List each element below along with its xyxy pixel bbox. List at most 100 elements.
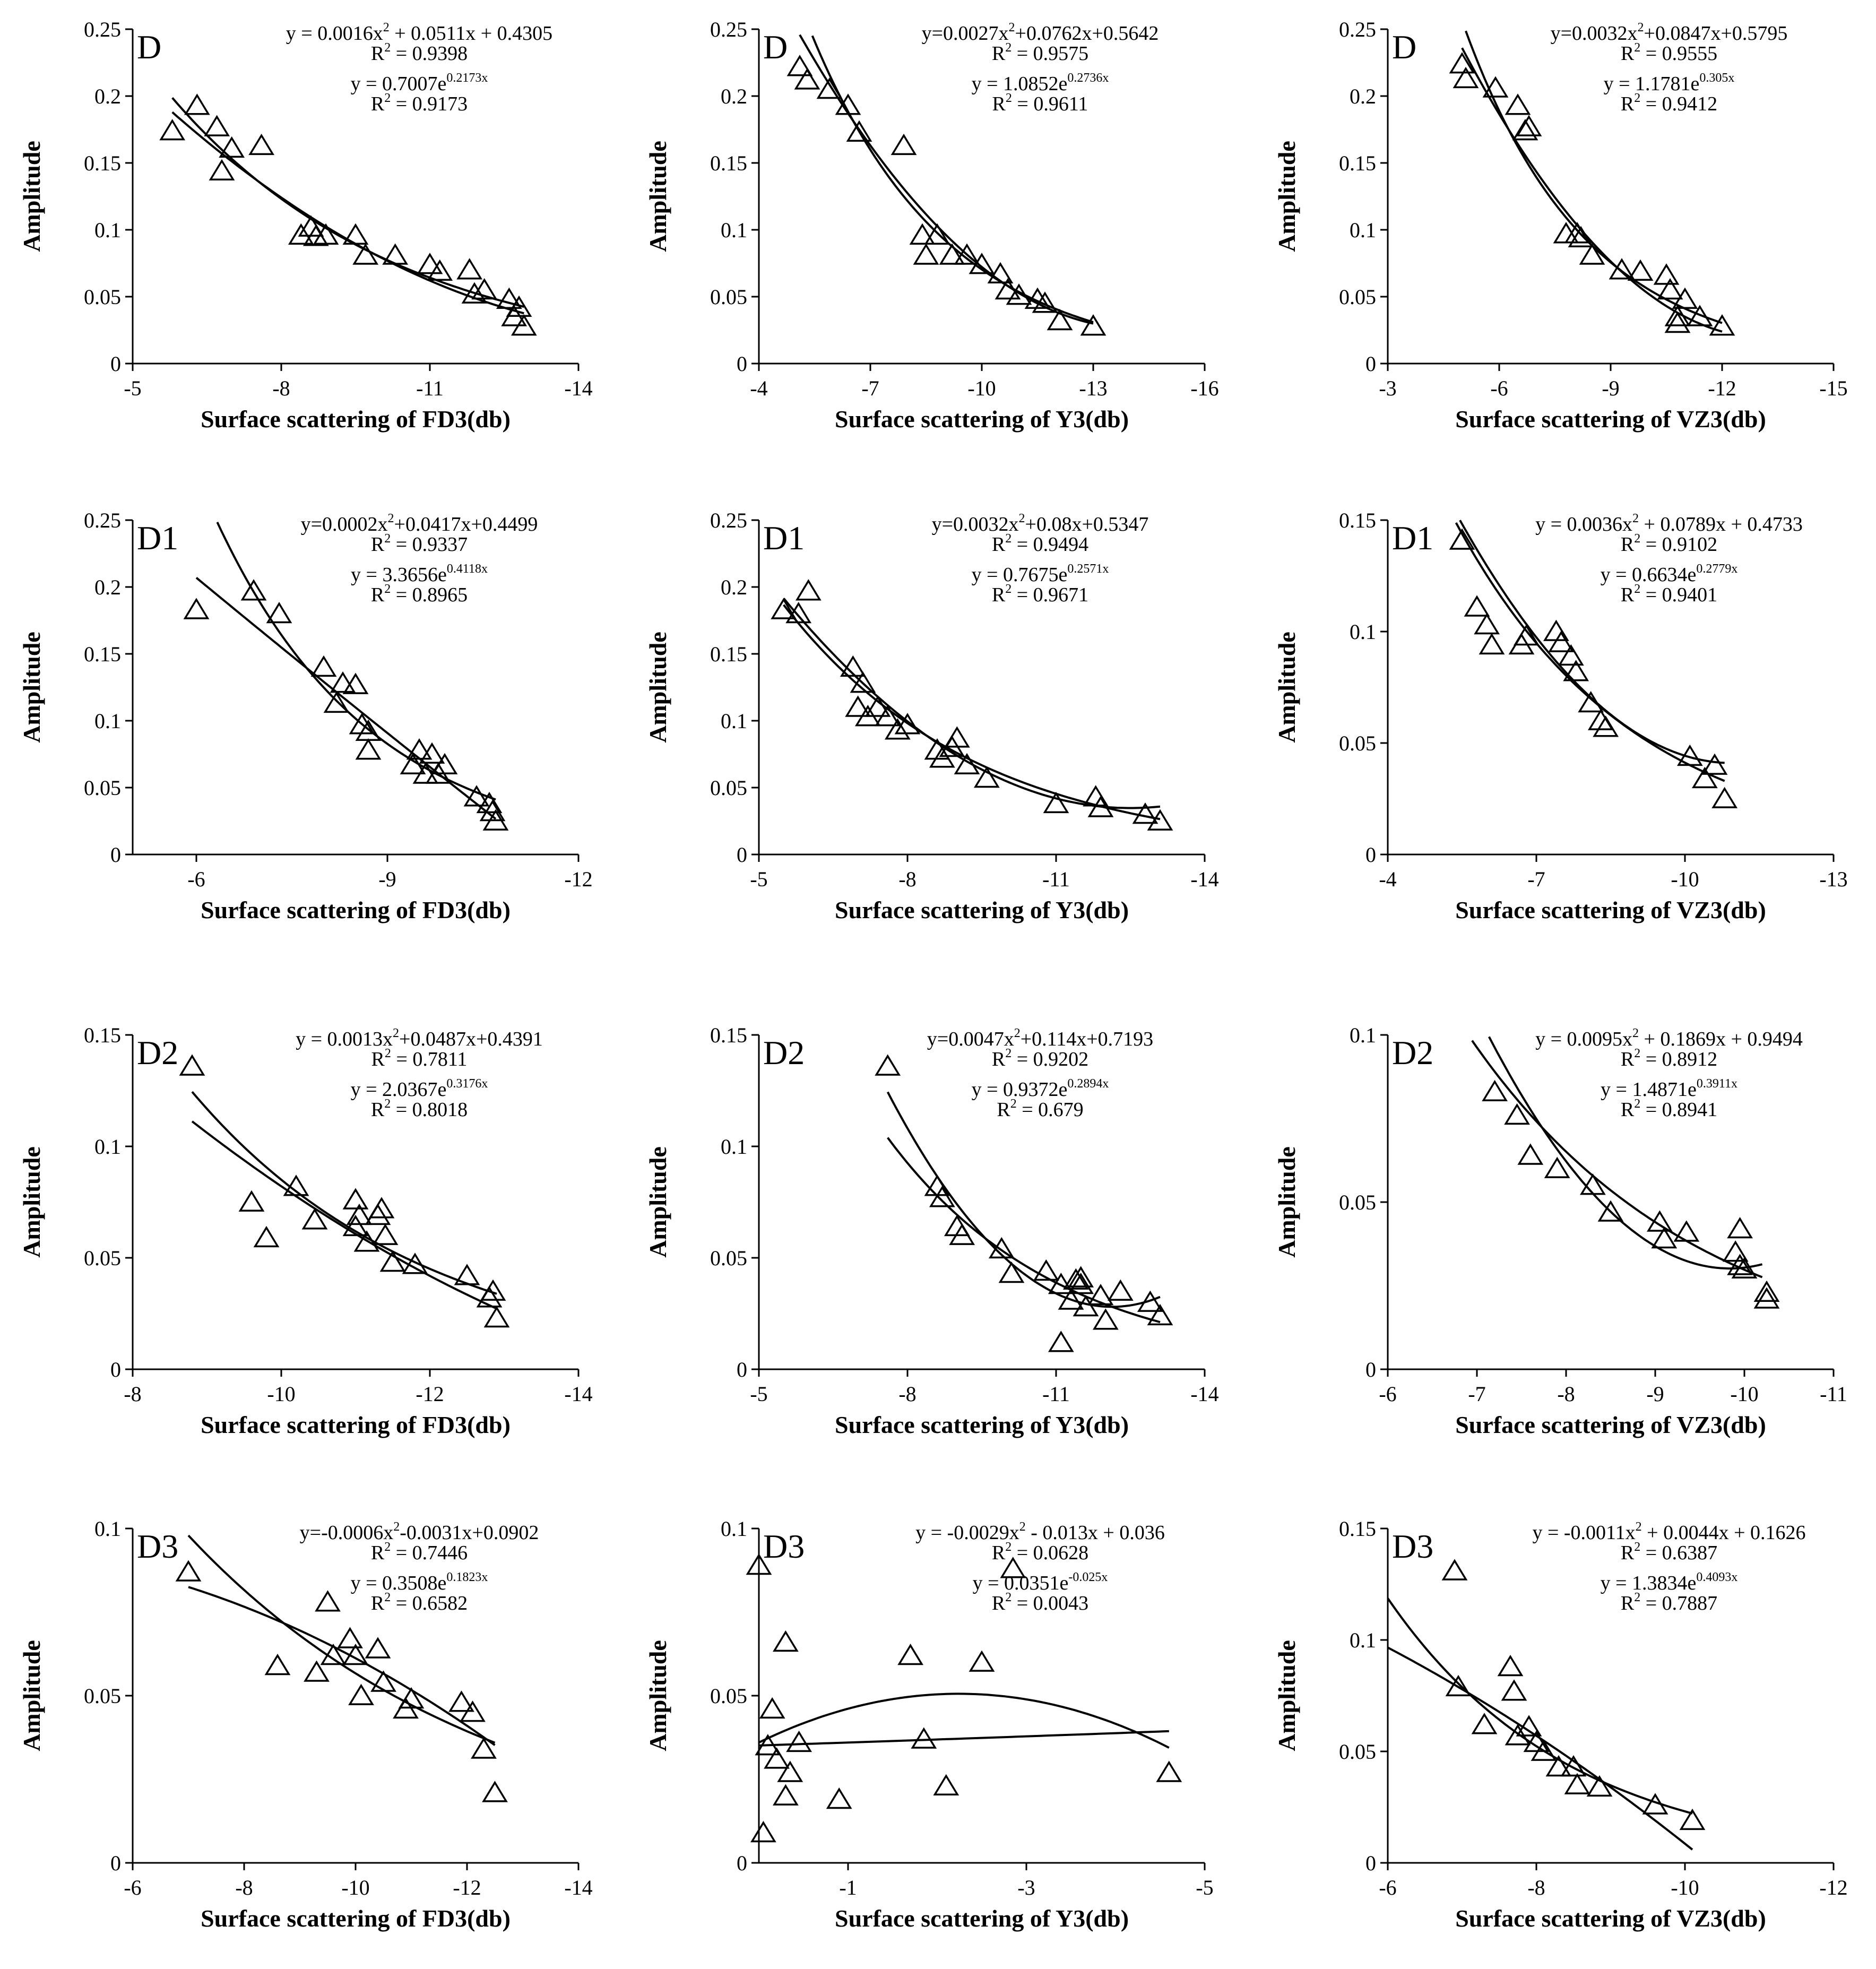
equation-text: R [1621,93,1635,115]
y-axis-label: Amplitude [1273,1640,1300,1751]
equation-text: + 0.1869x + 0.9494 [1639,1028,1803,1050]
equation-text: y = -0.0011x [1532,1522,1635,1544]
data-point [482,1781,508,1802]
panel-2: 0 0.05 0.1 0.15 0.2 0.25 -4 -7 -10 -13 -16 Surface … [644,18,1219,433]
fit-equation: y = 1.3834e0.4093x [1601,1570,1738,1594]
data-point [1711,787,1738,808]
equation-text: +0.0847x+0.5795 [1644,22,1788,45]
data-point [248,133,275,156]
data-point [1727,1217,1753,1239]
data-point [1147,809,1173,831]
x-axis-label: Surface scattering of VZ3(db) [1455,1905,1766,1932]
data-point [463,785,490,807]
data-point [1497,1655,1524,1677]
data-point [998,1262,1025,1283]
data-point [929,746,955,768]
equation-text: = 0.8018 [391,1099,468,1121]
data-point [1593,715,1619,737]
equation-text: R [371,1099,385,1121]
x-tick-label: -12 [416,1382,444,1406]
equation-superscript: 2 [384,582,391,596]
equation-superscript: 2 [393,1520,400,1534]
y-tick-label: 0.2 [94,575,121,599]
fit-equation: R2 = 0.7446 [371,1540,468,1564]
equation-text: = 0.6387 [1640,1542,1717,1564]
fit-equation: y=-0.0006x2-0.0031x+0.0902 [300,1520,539,1544]
panel-label: D3 [137,1527,178,1565]
x-tick-label: -3 [1379,376,1396,400]
fit-equation: R2 = 0.679 [997,1097,1083,1121]
data-point [427,259,453,281]
data-point [1516,115,1542,136]
equation-text: y = 0.9372e [972,1078,1068,1101]
fit-equation: R2 = 0.9337 [371,532,468,556]
equation-superscript: 0.2736x [1067,71,1109,85]
fit-equation: y = 0.3508e0.1823x [351,1570,488,1594]
data-point [1471,1713,1498,1734]
x-axis-label: Surface scattering of VZ3(db) [1455,896,1766,923]
equation-superscript: 2 [1005,1047,1012,1060]
data-point [987,262,1014,284]
equation-superscript: 0.1823x [446,1570,488,1584]
y-axis-label: Amplitude [644,141,671,252]
equation-text: R [992,1542,1006,1564]
data-point [826,1787,852,1809]
equation-superscript: 2 [1632,1026,1639,1040]
exponential-fit-curve [887,1137,1161,1324]
fit-equation: y = -0.0011x2 + 0.0044x + 0.1626 [1532,1520,1805,1544]
equation-superscript: 2 [1634,1540,1640,1554]
fit-equation: y=0.0032x2+0.0847x+0.5795 [1551,21,1788,45]
y-tick-label: 0 [1365,352,1376,376]
equation-text: = 0.0628 [1012,1542,1088,1564]
equation-superscript: -0.025x [1068,1570,1108,1584]
equation-text: R [1621,1099,1635,1121]
equation-text: y = 0.3508e [351,1572,447,1594]
y-tick-label: 0.15 [1339,508,1376,532]
exponential-fit-curve [216,522,496,801]
data-point [337,1627,363,1648]
polynomial-fit-curve [886,1091,1161,1308]
fit-equation: R2 = 0.9173 [371,91,468,115]
data-point [794,68,820,90]
data-point [1482,76,1509,98]
equation-text: = 0.7811 [391,1048,468,1070]
equation-text: = 0.9337 [391,533,468,556]
equation-superscript: 2 [384,41,391,55]
data-point [969,253,995,274]
x-axis-label: Surface scattering of VZ3(db) [1455,1411,1766,1438]
equation-superscript: 2 [1014,1026,1021,1040]
data-point [310,655,337,677]
data-point [1068,1273,1094,1294]
y-tick-label: 0.2 [94,84,121,108]
y-tick-label: 0.25 [84,18,121,41]
x-tick-label: -10 [967,376,996,400]
data-point [302,224,329,246]
data-point [1043,791,1069,814]
y-axis-label: Amplitude [18,632,45,743]
equation-superscript: 2 [384,1097,391,1111]
panel-3: 0 0.05 0.1 0.15 0.2 0.25 -3 -6 -9 -12 -15 Surface s… [1273,18,1848,433]
fit-equation: R2 = 0.0628 [992,1540,1088,1564]
panel-label: D1 [137,519,178,557]
fit-equation: R2 = 0.9412 [1621,91,1717,115]
y-tick-label: 0.05 [710,285,747,309]
x-tick-label: -13 [1819,867,1847,891]
data-point [461,282,488,304]
equation-text: y=0.0027x [922,22,1009,45]
data-point [406,738,433,760]
exponential-fit-curve [758,1730,1169,1747]
equation-text: R [371,1048,385,1070]
equation-text: = 0.9398 [391,42,468,65]
fit-equation: y = 0.7675e0.2571x [972,562,1109,586]
fit-equation: y = -0.0029x2 - 0.013x + 0.036 [915,1520,1165,1544]
y-axis-label: Amplitude [1273,141,1300,252]
data-point [755,1734,781,1756]
panel-9: 0 0.05 0.1 -6 -7 -8 -9 -10 -11 Surface scattering… [1273,1023,1847,1438]
data-point [864,695,891,717]
x-tick-label: -14 [1190,1382,1218,1406]
y-tick-label: 0.1 [94,1517,121,1541]
x-tick-label: -12 [564,867,592,891]
y-tick-label: 0 [1365,1358,1376,1381]
data-point [1531,1739,1557,1761]
